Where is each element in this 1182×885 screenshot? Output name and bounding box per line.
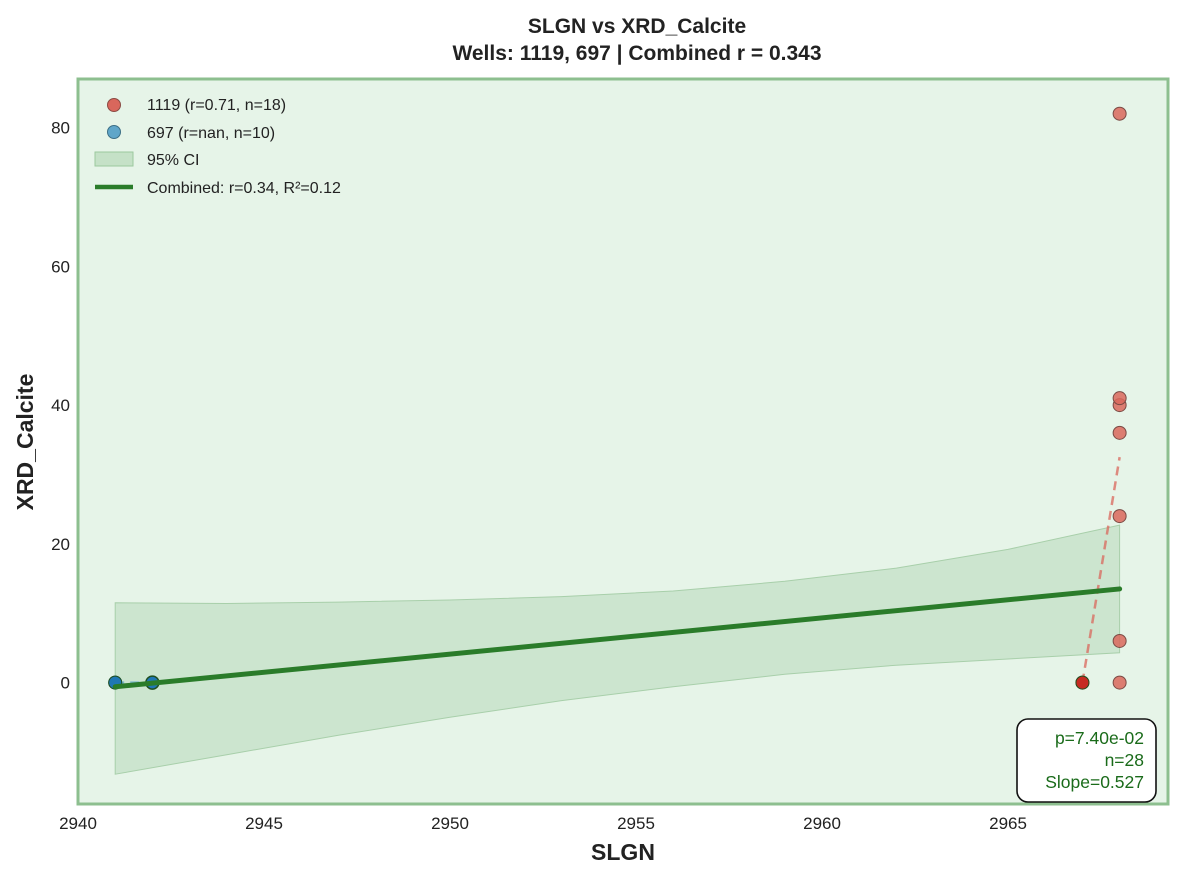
- plot-frame: [76, 77, 1170, 806]
- stats-p-value: p=7.40e-02: [1055, 728, 1144, 748]
- legend-swatch-ci: [94, 151, 134, 167]
- legend-label-ci: 95% CI: [147, 152, 199, 169]
- chart-subtitle: Wells: 1119, 697 | Combined r = 0.343: [452, 42, 821, 65]
- y-tick-label: 0: [61, 674, 70, 693]
- stats-n: n=28: [1105, 750, 1144, 770]
- x-tick-label: 2960: [803, 814, 841, 833]
- x-axis-label: SLGN: [591, 839, 655, 865]
- y-tick-label: 40: [51, 396, 70, 415]
- fit-layer: [112, 586, 1123, 690]
- legend-marker-697: [107, 125, 121, 139]
- trend-line-1119: [1081, 456, 1121, 683]
- data-point-1119-3: [1112, 509, 1127, 524]
- data-point-1119-4: [1112, 425, 1127, 440]
- ci-band: [114, 524, 1121, 775]
- stats-slope: Slope=0.527: [1045, 772, 1144, 792]
- data-point-1119-7: [1112, 106, 1127, 121]
- legend-label-combined: Combined: r=0.34, R²=0.12: [147, 180, 341, 197]
- legend-label-1119: 1119 (r=0.71, n=18): [147, 97, 286, 114]
- legend: 1119 (r=0.71, n=18) 697 (r=nan, n=10) 95…: [94, 97, 341, 197]
- legend-marker-1119: [107, 98, 121, 112]
- x-tick-label: 2940: [59, 814, 97, 833]
- y-ticks: 0 20 40 60 80: [51, 119, 70, 693]
- legend-label-697: 697 (r=nan, n=10): [147, 125, 275, 142]
- x-tick-label: 2965: [989, 814, 1027, 833]
- x-tick-label: 2945: [245, 814, 283, 833]
- stats-box: p=7.40e-02 n=28 Slope=0.527: [1016, 718, 1157, 803]
- confidence-band-layer: [114, 524, 1121, 775]
- combined-fit-line: [112, 586, 1123, 690]
- data-point-overlap-2967: [1075, 675, 1090, 690]
- stats-box-frame: [1016, 718, 1157, 803]
- x-tick-label: 2955: [617, 814, 655, 833]
- y-tick-label: 20: [51, 535, 70, 554]
- x-ticks: 2940 2945 2950 2955 2960 2965: [59, 814, 1027, 833]
- data-point-1119-6: [1112, 391, 1127, 406]
- y-tick-label: 60: [51, 257, 70, 276]
- data-point-1119-1: [1112, 675, 1127, 690]
- y-tick-label: 80: [51, 119, 70, 138]
- data-point-1119-2: [1112, 633, 1127, 648]
- chart-title: SLGN vs XRD_Calcite: [528, 15, 746, 38]
- y-axis-label: XRD_Calcite: [12, 374, 38, 511]
- x-tick-label: 2950: [431, 814, 469, 833]
